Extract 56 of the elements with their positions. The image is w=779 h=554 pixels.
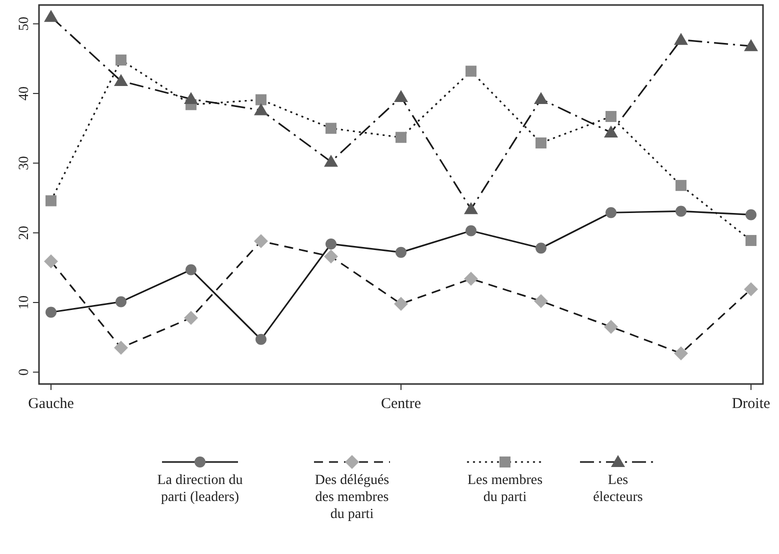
y-tick-label: 30 xyxy=(17,156,32,170)
y-tick-label: 50 xyxy=(17,16,32,31)
point xyxy=(746,209,756,220)
point xyxy=(536,137,546,148)
point xyxy=(44,10,58,22)
y-tick-label: 40 xyxy=(17,86,32,100)
point xyxy=(256,94,266,106)
point xyxy=(606,207,616,218)
legend-label: Les électeurs xyxy=(593,473,643,505)
x-tick-label: Droite xyxy=(732,396,770,412)
point xyxy=(114,74,128,86)
point xyxy=(674,32,688,45)
point xyxy=(184,310,198,325)
point xyxy=(744,282,758,296)
point xyxy=(114,340,128,355)
point xyxy=(46,306,56,318)
point xyxy=(536,242,546,254)
point xyxy=(44,254,58,268)
point xyxy=(324,154,338,167)
point xyxy=(116,54,126,66)
point xyxy=(604,125,618,138)
point xyxy=(324,250,338,264)
x-tick-label: Gauche xyxy=(28,396,74,412)
point xyxy=(534,92,548,104)
point xyxy=(326,238,336,250)
point xyxy=(394,90,408,102)
point xyxy=(186,264,196,276)
point xyxy=(674,346,688,360)
point xyxy=(464,272,478,286)
point xyxy=(464,202,478,214)
point xyxy=(676,206,686,217)
point xyxy=(396,246,406,258)
y-tick-label: 20 xyxy=(17,226,32,240)
point xyxy=(396,132,406,143)
legend-label: La direction du parti (leaders) xyxy=(157,473,243,505)
point xyxy=(394,296,408,311)
point xyxy=(606,110,616,122)
point xyxy=(466,225,476,236)
point xyxy=(116,296,126,308)
point xyxy=(746,234,756,246)
legend-label: Des délégués des membres du parti xyxy=(314,473,390,522)
x-tick-label: Centre xyxy=(381,396,422,412)
y-tick-label: 0 xyxy=(17,368,32,376)
point xyxy=(326,122,336,134)
point xyxy=(46,195,56,206)
point xyxy=(254,234,268,248)
point xyxy=(676,180,686,191)
legend-label: Les membres du parti xyxy=(467,473,543,505)
point xyxy=(534,294,548,308)
point xyxy=(256,334,266,345)
point xyxy=(184,92,198,104)
point xyxy=(744,39,758,52)
point xyxy=(466,66,476,77)
point xyxy=(254,103,268,116)
point xyxy=(604,320,618,334)
y-tick-label: 10 xyxy=(17,295,32,310)
